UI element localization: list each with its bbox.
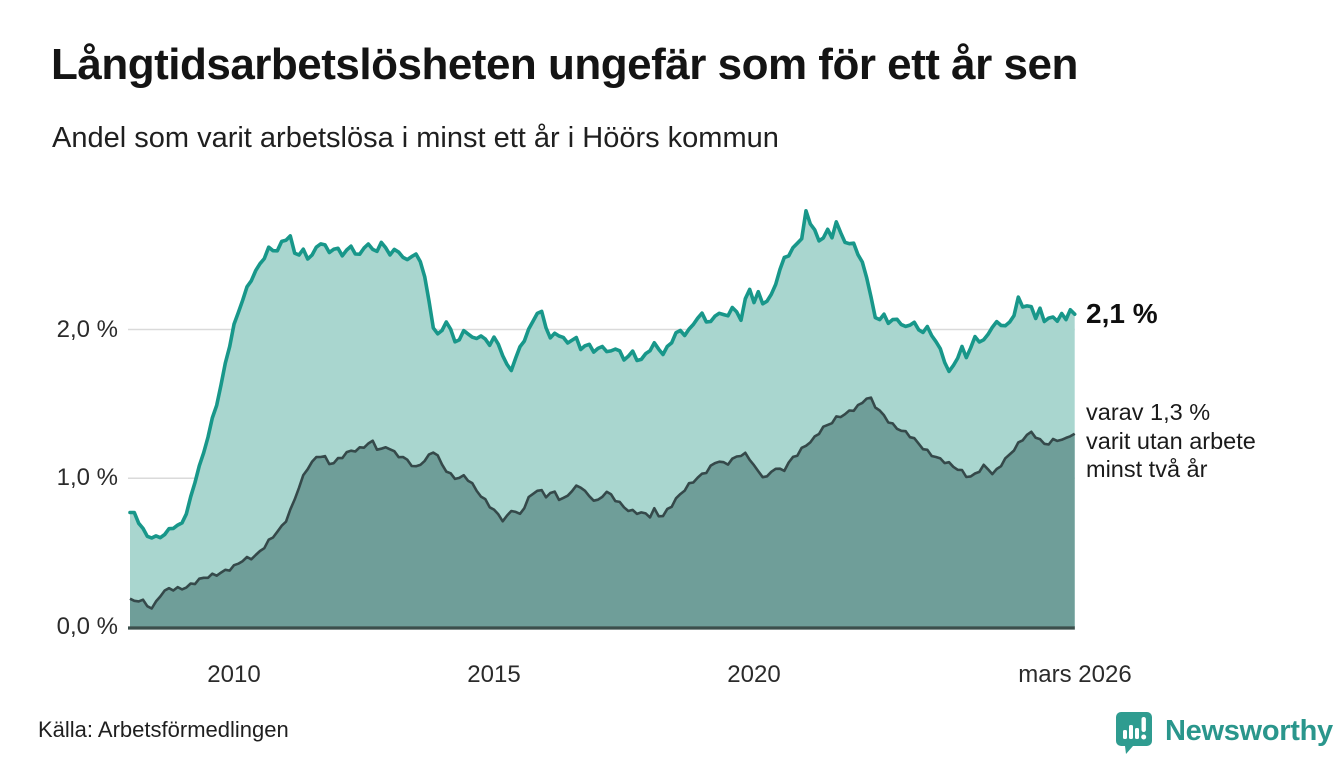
series-subset-line bbox=[129, 396, 1076, 610]
y-axis-tick-2: 2,0 % bbox=[56, 316, 118, 343]
subset-annotation-line1: varav 1,3 % bbox=[1086, 399, 1211, 425]
series-subset-area bbox=[130, 397, 1075, 627]
series-total-line bbox=[128, 209, 1077, 540]
x-axis-tick-latest: mars 2026 bbox=[1018, 661, 1132, 688]
y-axis-tick-1: 1,0 % bbox=[56, 464, 118, 491]
page-title: Långtidsarbetslösheten ungefär som för e… bbox=[51, 40, 1078, 89]
page-subtitle: Andel som varit arbetslösa i minst ett å… bbox=[52, 122, 779, 154]
subset-annotation-line2: varit utan arbete bbox=[1086, 427, 1256, 454]
x-axis-tick-2015: 2015 bbox=[467, 661, 521, 688]
latest-value-label: 2,1 % bbox=[1086, 298, 1158, 329]
source-credit: Källa: Arbetsförmedlingen bbox=[38, 717, 289, 742]
newsworthy-logo: Newsworthy bbox=[1115, 710, 1333, 758]
newsworthy-wordmark: Newsworthy bbox=[1165, 715, 1333, 747]
subset-annotation-line3: minst två år bbox=[1086, 456, 1208, 482]
newsworthy-bubble-chart-icon bbox=[1116, 712, 1152, 754]
subset-annotation: varav 1,3 % varit utan arbete minst två … bbox=[1086, 398, 1256, 484]
x-axis-tick-2010: 2010 bbox=[207, 661, 261, 688]
x-axis-tick-2020: 2020 bbox=[727, 661, 781, 688]
y-axis-tick-0: 0,0 % bbox=[56, 613, 118, 640]
